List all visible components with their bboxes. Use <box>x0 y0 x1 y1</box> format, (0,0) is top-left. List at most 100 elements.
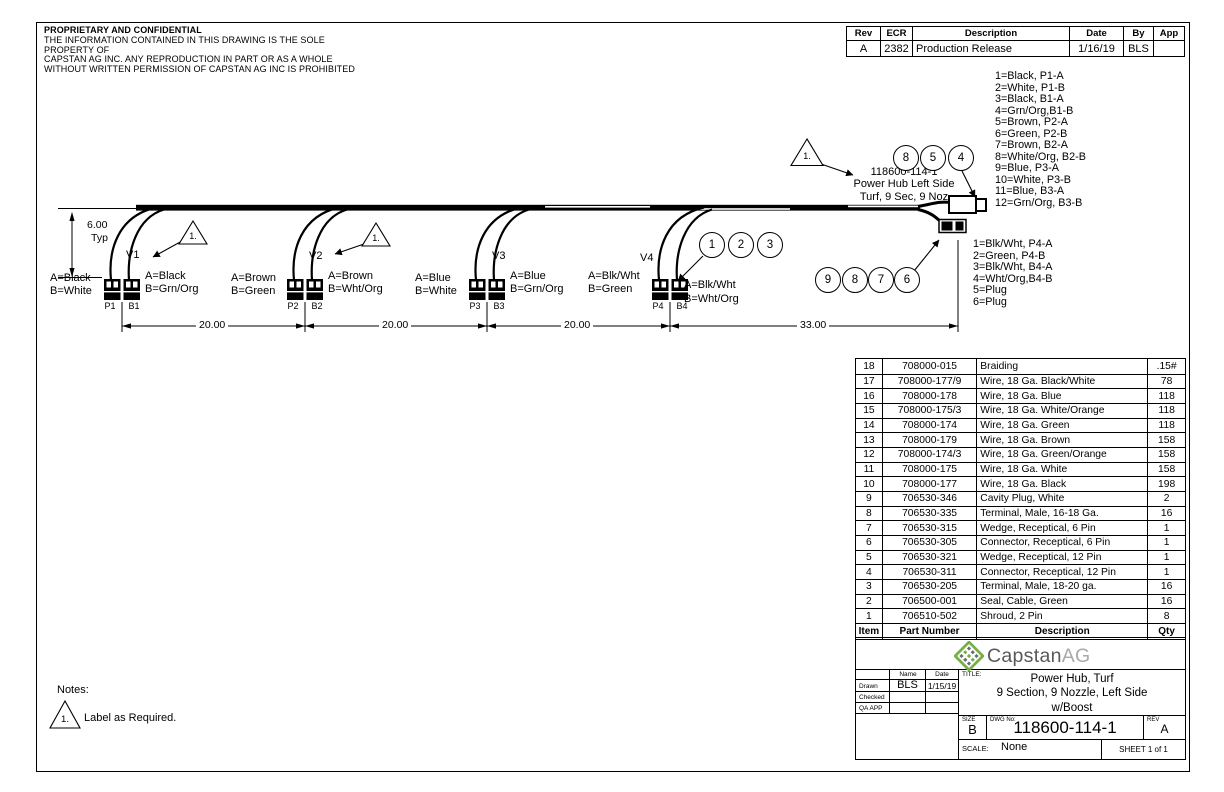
table-cell: .15# <box>1147 359 1185 374</box>
table-cell: 1 <box>866 610 872 622</box>
wire-list-entry: 6=Plug <box>973 295 1007 308</box>
table-cell: 11 <box>863 464 875 476</box>
bom-row: 13 708000-179 Wire, 18 Ga. Brown 158 <box>856 432 1185 448</box>
table-cell: Shroud, 2 Pin <box>976 609 1147 624</box>
valve-name-v3: V3 <box>492 250 506 262</box>
table-cell: 16 <box>863 390 875 402</box>
table-cell: 4 <box>866 566 872 578</box>
v2-p-label: P2 <box>287 301 299 311</box>
rev-header: By <box>1123 27 1153 40</box>
checked-label: Checked <box>859 694 885 701</box>
bom-header-desc: Description <box>976 624 1147 639</box>
rev-description: Production Release <box>912 40 1069 56</box>
table-cell: 708000-178 <box>881 389 976 404</box>
table-cell: Seal, Cable, Green <box>976 594 1147 609</box>
notes-title: Notes: <box>57 684 89 696</box>
table-cell: Wire, 18 Ga. Blue <box>976 389 1147 404</box>
table-cell: 706530-205 <box>881 580 976 594</box>
table-cell: Terminal, Male, 16-18 Ga. <box>976 506 1147 521</box>
table-cell: Wire, 18 Ga. Green <box>976 418 1147 433</box>
v1-right-a: A=Black <box>145 270 186 282</box>
table-cell: 14 <box>863 420 875 432</box>
bom-row: 11 708000-175 Wire, 18 Ga. White 158 <box>856 461 1185 477</box>
wire-list-entry: 4=Grn/Org,B1-B <box>995 104 1074 117</box>
hub-label-line: Turf, 9 Sec, 9 Noz <box>859 190 949 203</box>
table-cell: 118 <box>1147 404 1185 418</box>
table-cell: Wire, 18 Ga. White/Orange <box>976 404 1147 418</box>
wire-list-entry: 8=White/Org, B2-B <box>995 150 1086 163</box>
rev-value: A <box>847 40 880 56</box>
v3-left-a: A=Blue <box>415 272 451 284</box>
v1-left-b: B=White <box>50 285 92 297</box>
note-1-text: Label as Required. <box>84 712 177 724</box>
table-cell: 5 <box>866 552 872 564</box>
revision-table: Rev ECR Description Date By App A 2382 P… <box>846 26 1185 57</box>
table-cell: 1 <box>1147 521 1185 536</box>
title-line-2: 9 Section, 9 Nozzle, Left Side <box>996 687 1148 700</box>
bom-row: 12 708000-174/3 Wire, 18 Ga. Green/Orange 1… <box>856 447 1185 462</box>
table-cell: Wedge, Receptical, 6 Pin <box>976 521 1147 536</box>
table-cell: 2 <box>1147 492 1185 506</box>
rev-label: REV <box>1147 717 1160 723</box>
table-cell: Connector, Receptical, 12 Pin <box>976 565 1147 580</box>
v4-left-a: A=Blk/Wht <box>588 270 640 282</box>
bom-row: 4 706530-311 Connector, Receptical, 12 Pin… <box>856 564 1185 580</box>
bom-row: 8 706530-335 Terminal, Male, 16-18 Ga. 16 <box>856 505 1185 521</box>
table-cell: 118 <box>1147 389 1185 404</box>
wire-list-entry: 5=Plug <box>973 284 1007 296</box>
table-cell: 706530-311 <box>881 565 976 580</box>
dim-seg4: 33.00 <box>797 319 830 331</box>
wire-list-entry: 5=Brown, P2-A <box>995 116 1068 128</box>
rev-header: Date <box>1069 27 1123 40</box>
rev-header: ECR <box>880 27 912 40</box>
table-cell: Cavity Plug, White <box>976 492 1147 506</box>
v4-left-b: B=Green <box>588 283 633 295</box>
v2-left-a: A=Brown <box>231 272 276 284</box>
scale-value: None <box>1001 741 1028 753</box>
rev-value: A <box>1160 722 1169 736</box>
table-cell: 16 <box>1147 506 1185 521</box>
notes-flag-number: 1. <box>61 714 69 725</box>
wire-list-entry: 3=Blk/Wht, B4-A <box>973 261 1053 273</box>
table-cell: 708000-179 <box>881 433 976 448</box>
wire-list-entry: 6=Green, P2-B <box>995 127 1068 140</box>
drawn-label: Drawn <box>859 683 878 690</box>
table-cell: 78 <box>1147 374 1185 389</box>
table-cell: 706530-315 <box>881 521 976 536</box>
wire-list-entry: 12=Grn/Org, B3-B <box>995 196 1083 209</box>
table-cell: 12 <box>863 449 875 461</box>
dwg-no-label: DWG No: <box>990 717 1016 723</box>
rev-header: Description <box>912 27 1069 40</box>
sheet-number: SHEET 1 of 1 <box>1119 745 1168 754</box>
rev-date: 1/16/19 <box>1069 40 1123 56</box>
bom-header-part: Part Number <box>881 624 976 639</box>
bom-rows: 18 708000-015 Braiding .15# 17 708000-177/9 Wi… <box>856 359 1185 624</box>
valve-name-v4: V4 <box>640 252 654 264</box>
table-cell: 1 <box>1147 536 1185 550</box>
hub-label-line: Power Hub Left Side <box>853 178 955 191</box>
bom-row: 15 708000-175/3 Wire, 18 Ga. White/Orange 1… <box>856 403 1185 418</box>
table-cell: 17 <box>863 376 875 387</box>
v3-p-label: P3 <box>469 301 481 311</box>
proprietary-line: WITHOUT WRITTEN PERMISSION OF CAPSTAN AG… <box>44 64 355 75</box>
name-column-label: Name <box>899 671 917 678</box>
hub-part-number: 118600-114-1 <box>870 166 938 178</box>
balloon-6: 6 <box>894 267 920 293</box>
table-cell: 158 <box>1147 448 1185 462</box>
proprietary-title: PROPRIETARY AND CONFIDENTIAL <box>44 25 202 35</box>
table-cell: 708000-174/3 <box>881 448 976 462</box>
table-cell: Braiding <box>976 359 1147 374</box>
flag-number-v2: 1. <box>372 233 380 243</box>
wire-list-entry: 1=Black, P1-A <box>995 70 1064 82</box>
valve-name-v2: V2 <box>309 250 323 262</box>
table-cell: 198 <box>1147 477 1185 492</box>
table-cell: 1 <box>1147 550 1185 565</box>
table-cell: 16 <box>1147 580 1185 594</box>
v3-right-a: A=Blue <box>510 270 546 282</box>
wire-list-entry: 9=Blue, P3-A <box>995 162 1059 174</box>
table-cell: 158 <box>1147 462 1185 477</box>
table-cell: 708000-175 <box>881 462 976 477</box>
dim-6in: 6.00 <box>87 219 108 231</box>
balloon-4: 4 <box>948 145 974 171</box>
